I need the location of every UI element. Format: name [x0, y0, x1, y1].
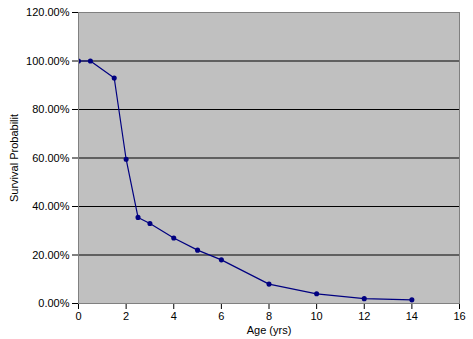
svg-text:0: 0 — [75, 310, 81, 322]
svg-text:16: 16 — [453, 310, 465, 322]
svg-text:80.00%: 80.00% — [32, 103, 70, 115]
svg-text:10: 10 — [311, 310, 323, 322]
svg-text:6: 6 — [218, 310, 224, 322]
svg-text:Survival Probabilit: Survival Probabilit — [8, 114, 20, 202]
svg-text:100.00%: 100.00% — [26, 55, 70, 67]
svg-text:12: 12 — [358, 310, 370, 322]
svg-text:0.00%: 0.00% — [38, 297, 69, 309]
svg-text:4: 4 — [171, 310, 177, 322]
svg-text:20.00%: 20.00% — [32, 249, 70, 261]
svg-text:14: 14 — [406, 310, 418, 322]
svg-text:2: 2 — [123, 310, 129, 322]
svg-text:60.00%: 60.00% — [32, 152, 70, 164]
svg-text:8: 8 — [266, 310, 272, 322]
svg-text:40.00%: 40.00% — [32, 200, 70, 212]
svg-text:Age (yrs): Age (yrs) — [247, 324, 292, 336]
svg-text:120.00%: 120.00% — [26, 6, 70, 18]
